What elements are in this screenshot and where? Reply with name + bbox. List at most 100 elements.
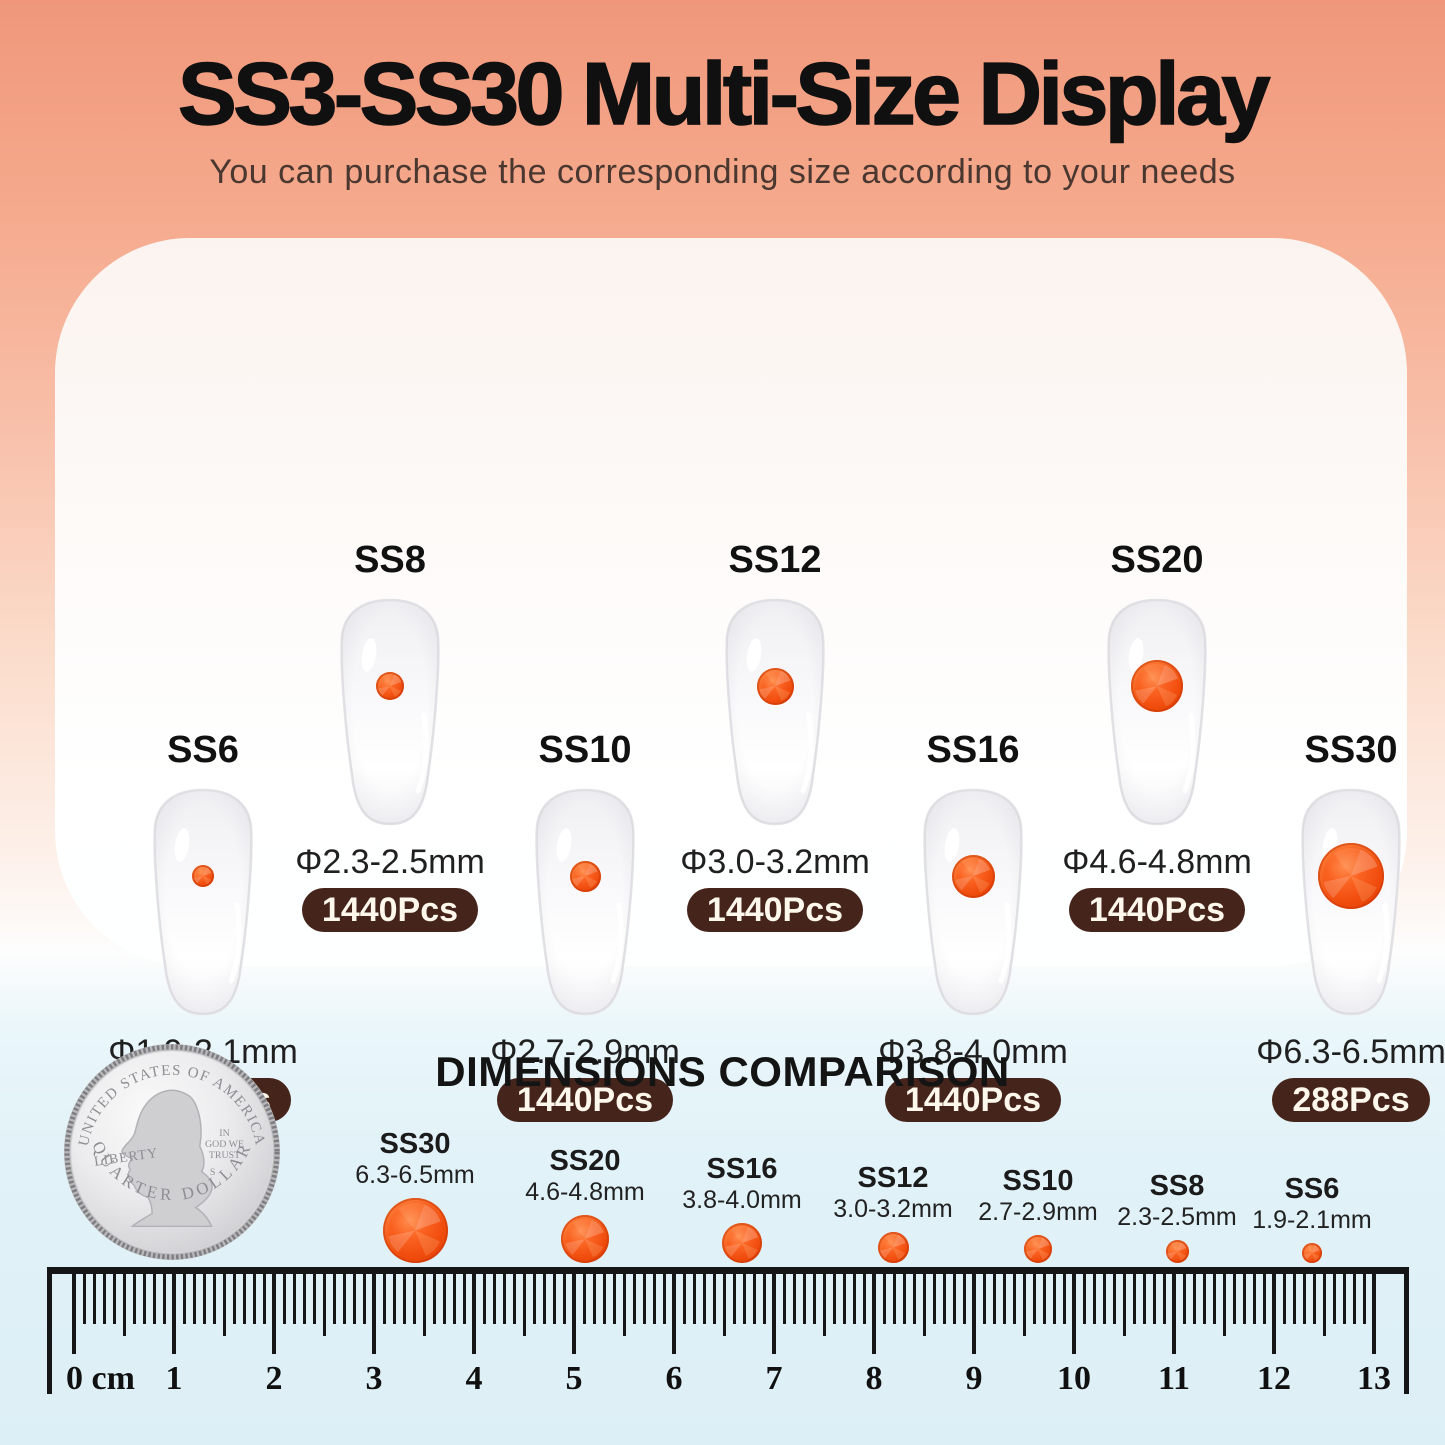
ruler-number: 12 [1257,1360,1291,1397]
ruler-tick [1182,1274,1186,1324]
dot-size-name: SS6 [1284,1173,1340,1205]
ruler-tick [402,1274,406,1324]
rhinestone-dot [561,1215,609,1263]
size-label: SS6 [167,729,239,771]
nail-highlight [1128,638,1144,672]
pieces-count-badge: 1440Pcs [686,888,864,932]
ruler-tick [1262,1274,1266,1324]
size-group-ss8: SS8 Φ2.3-2.5mm 1440Pcs [270,540,510,932]
ruler-tick [452,1274,456,1324]
ruler-tick [722,1274,726,1336]
ruler-tick [1322,1274,1326,1336]
ruler-number: 4 [465,1360,483,1397]
rhinestone-gem [376,672,404,700]
coin-graphic: UNITED STATES OF AMERICA QUARTER DOLLAR … [63,1043,281,1261]
nail-reflection [228,902,242,984]
nail-graphic [1107,598,1207,826]
ruler-tick [982,1274,986,1324]
nail-shading [1108,600,1206,824]
coin-trust-line2: GOD WE [205,1139,244,1150]
rhinestone-dot [722,1223,762,1263]
ruler-tick [912,1274,916,1324]
ruler-tick [382,1274,386,1324]
pieces-count-badge: 1440Pcs [884,1078,1062,1122]
ruler-tick [122,1274,126,1336]
ruler-tick [1232,1274,1236,1324]
diameter-label: Φ2.7-2.9mm [490,1033,680,1071]
ruler-tick [882,1274,886,1324]
ruler-tick [1082,1274,1086,1324]
ruler-tick [712,1274,716,1324]
dot-size-name: SS8 [1149,1170,1205,1202]
nail-reflection [800,712,814,794]
ruler-tick [1242,1274,1246,1324]
nail-highlight [746,638,762,672]
ruler-left-edge [47,1274,52,1394]
ruler-tick [872,1274,876,1354]
ruler-tick [202,1274,206,1324]
ruler: 0 cm 1 2 3 4 5 6 7 8 9 10 11 12 13 [47,1267,1409,1445]
ruler-tick [302,1274,306,1324]
ruler-tick [232,1274,236,1324]
nail-tip [1289,785,1413,1019]
ruler-tick [1312,1274,1316,1324]
size-group-ss30: SS30 Φ6.3-6.5mm 288Pcs [1231,730,1445,1122]
ruler-tick [842,1274,846,1324]
ruler-tick [942,1274,946,1324]
nail-highlight [361,638,377,672]
rhinestone-dot [1165,1240,1189,1263]
ruler-tick [1332,1274,1336,1324]
ruler-tick [212,1274,216,1324]
diameter-label: Φ6.3-6.5mm [1256,1033,1445,1071]
size-group-ss20: SS20 Φ4.6-4.8mm 1440Pcs [1037,540,1277,932]
ruler-tick [772,1274,776,1354]
ruler-tick [102,1274,106,1324]
ruler-tick [592,1274,596,1324]
ruler-tick [1162,1274,1166,1324]
dot-group-ss16: SS16 3.8-4.0mm [667,1153,817,1263]
ruler-tick [72,1274,76,1354]
ruler-tick [1292,1274,1296,1324]
quarter-dollar-coin: UNITED STATES OF AMERICA QUARTER DOLLAR … [63,1043,281,1261]
ruler-tick [1112,1274,1116,1324]
ruler-tick [1362,1274,1366,1324]
ruler-tick [782,1274,786,1324]
dot-size-range: 1.9-2.1mm [1252,1206,1372,1234]
ruler-tick [662,1274,666,1324]
dot-group-ss10: SS10 2.7-2.9mm [963,1165,1113,1263]
ruler-tick [432,1274,436,1324]
nail-shading [726,600,824,824]
rhinestone-dot [382,1198,448,1263]
rhinestone-gem [951,854,995,898]
ruler-tick [732,1274,736,1324]
ruler-tick [352,1274,356,1324]
ruler-tick [342,1274,346,1324]
dot-group-ss30: SS30 6.3-6.5mm [340,1128,490,1263]
ruler-tick [812,1274,816,1324]
comparison-heading: DIMENSIONS COMPARISON [435,1048,1010,1095]
ruler-tick [852,1274,856,1324]
ruler-tick [472,1274,476,1354]
ruler-tick [1282,1274,1286,1324]
ruler-number: 2 [265,1360,283,1397]
nail-shading [154,790,252,1014]
ruler-tick [422,1274,426,1336]
nail-highlight [556,828,572,862]
ruler-tick [1272,1274,1276,1354]
size-label: SS10 [538,729,632,771]
ruler-number: 7 [765,1360,783,1397]
ruler-tick [862,1274,866,1324]
ruler-tick [272,1274,276,1354]
size-group-ss12: SS12 Φ3.0-3.2mm 1440Pcs [655,540,895,932]
ruler-tick [1002,1274,1006,1324]
ruler-tick [1092,1274,1096,1324]
ruler-tick [1212,1274,1216,1324]
ruler-number: 9 [965,1360,983,1397]
ruler-tick [172,1274,176,1354]
nail-reflection [610,902,624,984]
dot-group-ss20: SS20 4.6-4.8mm [510,1145,660,1263]
ruler-tick [162,1274,166,1324]
ruler-number: 6 [665,1360,683,1397]
nail-highlight [944,828,960,862]
